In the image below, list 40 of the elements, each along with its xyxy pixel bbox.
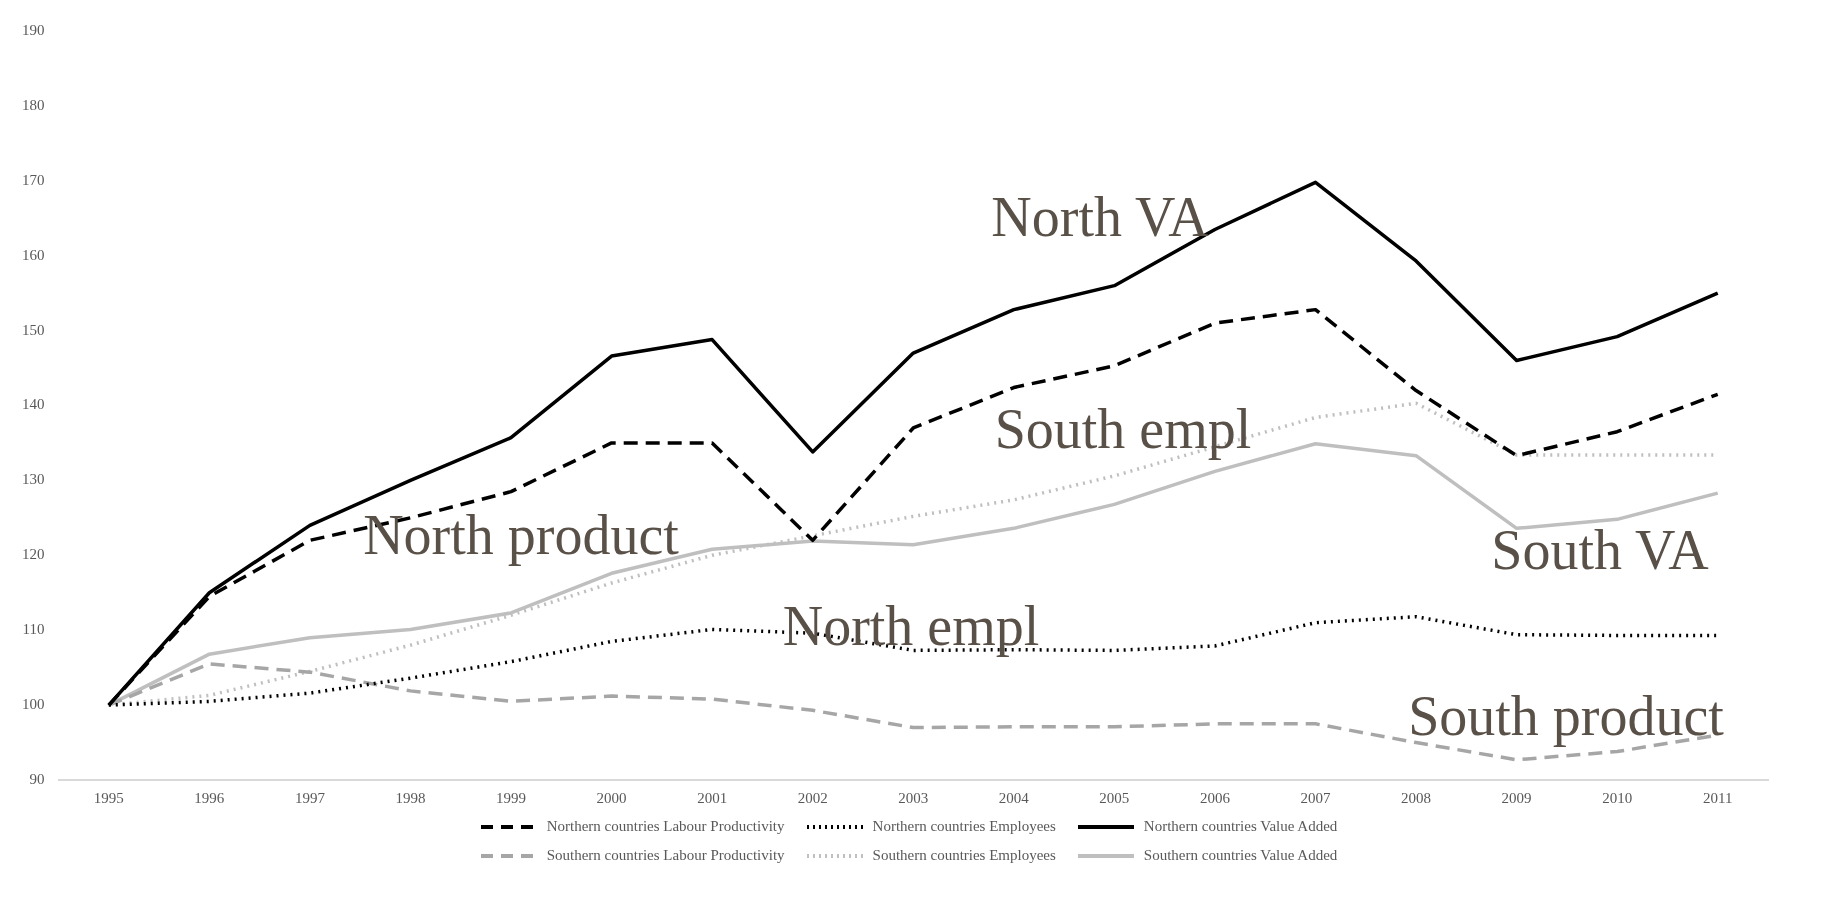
x-tick-label: 2001 xyxy=(697,789,728,806)
annotation: North empl xyxy=(782,594,1040,657)
y-tick-label: 170 xyxy=(22,171,45,188)
annotation: South VA xyxy=(1491,518,1710,581)
x-tick-label: 2007 xyxy=(1300,789,1331,806)
legend-label: Northern countries Labour Productivity xyxy=(546,818,785,835)
annotation: South empl xyxy=(994,397,1252,460)
x-tick-label: 2009 xyxy=(1501,789,1532,806)
x-tick-label: 1995 xyxy=(93,789,124,806)
x-tick-label: 2000 xyxy=(596,789,627,806)
legend-label: Southern countries Labour Productivity xyxy=(546,847,785,864)
x-tick-label: 1999 xyxy=(496,789,527,806)
annotation: North VA xyxy=(991,185,1210,248)
y-tick-label: 130 xyxy=(22,471,45,488)
y-tick-label: 180 xyxy=(22,96,45,113)
x-tick-label: 1996 xyxy=(194,789,225,806)
y-tick-label: 100 xyxy=(22,696,45,713)
y-tick-label: 110 xyxy=(22,621,45,638)
y-tick-label: 140 xyxy=(22,396,45,413)
y-tick-label: 90 xyxy=(29,770,45,787)
x-tick-label: 2008 xyxy=(1401,789,1432,806)
x-tick-label: 2002 xyxy=(797,789,828,806)
y-tick-label: 160 xyxy=(22,246,45,263)
x-tick-label: 2004 xyxy=(998,789,1030,806)
legend-label: Southern countries Value Added xyxy=(1143,847,1338,864)
y-tick-label: 150 xyxy=(22,321,45,338)
annotation: South product xyxy=(1408,684,1725,747)
legend-label: Northern countries Value Added xyxy=(1143,818,1338,835)
legend-label: Northern countries Employees xyxy=(872,818,1056,835)
x-tick-label: 1998 xyxy=(395,789,426,806)
x-tick-label: 2010 xyxy=(1602,789,1633,806)
legend-label: Southern countries Employees xyxy=(872,847,1056,864)
y-tick-label: 120 xyxy=(22,546,45,563)
x-tick-label: 2011 xyxy=(1702,789,1733,806)
x-tick-label: 1997 xyxy=(294,789,326,806)
x-tick-label: 2003 xyxy=(898,789,929,806)
x-tick-label: 2006 xyxy=(1199,789,1231,806)
x-tick-label: 2005 xyxy=(1099,789,1130,806)
y-tick-label: 190 xyxy=(22,21,45,38)
annotation: North product xyxy=(363,503,680,566)
